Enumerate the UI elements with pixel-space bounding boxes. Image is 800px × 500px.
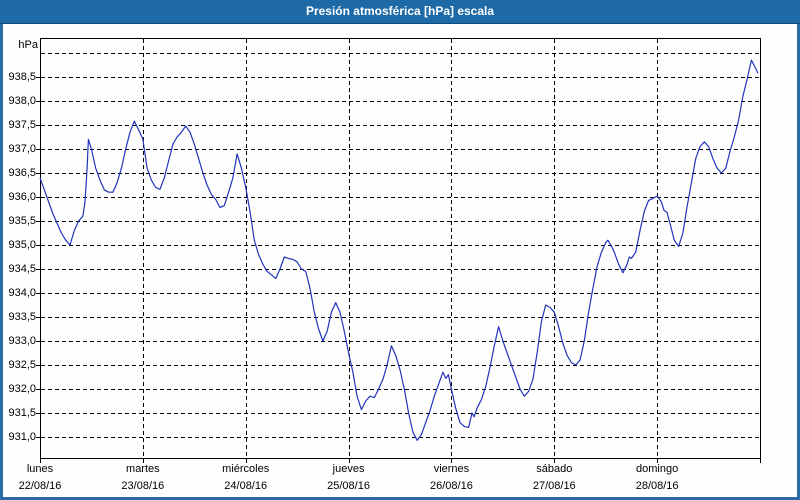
chart-title: Presión atmosférica [hPa] escala: [305, 4, 495, 18]
day-date: 28/08/16: [635, 480, 679, 492]
day-name: domingo: [636, 463, 679, 475]
y-tick-label: 933,5: [8, 311, 36, 323]
day-date: 27/08/16: [532, 480, 576, 492]
y-tick-label: 931,5: [8, 407, 36, 419]
y-tick-label: 931,0: [8, 431, 36, 443]
plot-frame: [40, 38, 761, 459]
pressure-series-line: [39, 59, 759, 441]
x-day-label: viernes 26/08/16: [403, 461, 499, 495]
day-date: 24/08/16: [224, 480, 268, 492]
x-day-label: jueves 25/08/16: [301, 461, 397, 495]
day-date: 23/08/16: [121, 480, 165, 492]
y-tick-label: 937,0: [8, 143, 36, 155]
y-tick-label: 935,0: [8, 239, 36, 251]
y-tick-label: 936,5: [8, 167, 36, 179]
y-tick-label: 938,5: [8, 71, 36, 83]
y-tick-label: 938,0: [8, 95, 36, 107]
day-date: 25/08/16: [327, 480, 370, 492]
y-tick-label: 932,0: [8, 383, 36, 395]
y-tick-label: 934,5: [8, 263, 36, 275]
x-day-label: sábado 27/08/16: [506, 461, 602, 495]
title-bar: Presión atmosférica [hPa] escala: [0, 0, 800, 24]
y-tick-label: 937,5: [8, 119, 36, 131]
y-tick-label: 933,0: [8, 335, 36, 347]
y-tick-label: 935,5: [8, 215, 36, 227]
x-day-label: lunes 22/08/16: [0, 461, 88, 495]
day-date: 22/08/16: [18, 480, 62, 492]
day-name: miércoles: [222, 463, 270, 475]
y-tick-label: 936,0: [8, 191, 36, 203]
x-day-label: martes 23/08/16: [95, 461, 191, 495]
day-date: 26/08/16: [430, 480, 473, 492]
day-name: viernes: [433, 463, 470, 475]
day-name: martes: [126, 463, 160, 475]
y-axis-unit-label: hPa: [18, 39, 38, 51]
y-tick-label: 932,5: [8, 359, 36, 371]
day-name: sábado: [536, 463, 573, 475]
y-tick-label: 934,0: [8, 287, 36, 299]
x-day-label: miércoles 24/08/16: [198, 461, 294, 495]
day-name: jueves: [332, 463, 365, 475]
day-name: lunes: [26, 463, 54, 475]
x-day-label: domingo 28/08/16: [609, 461, 705, 495]
